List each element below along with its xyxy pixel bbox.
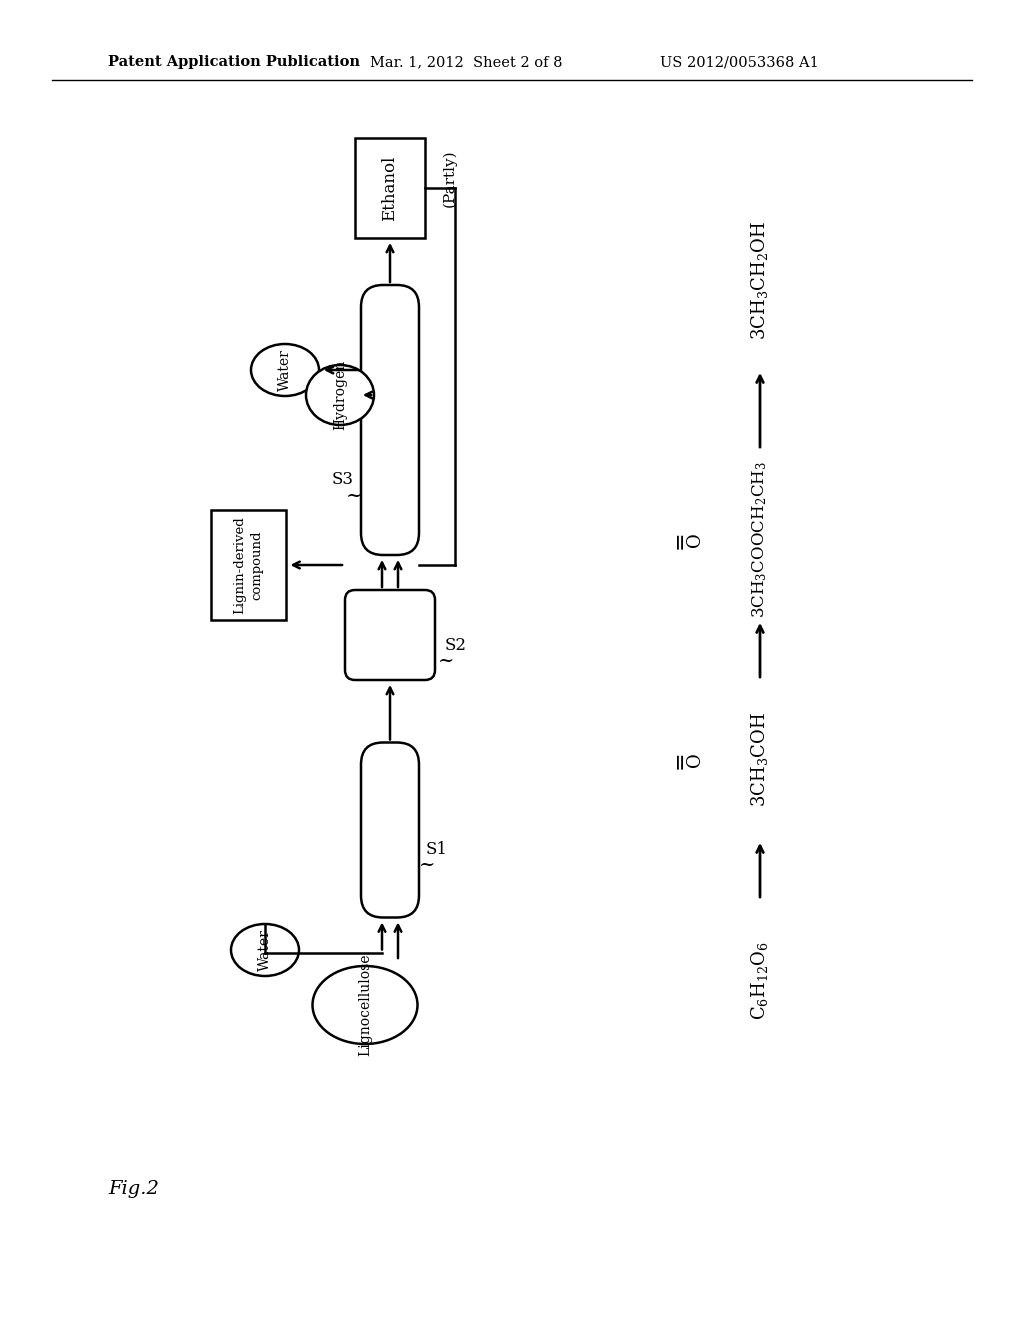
Text: =: = xyxy=(669,751,691,770)
Text: Lignin-derived
compound: Lignin-derived compound xyxy=(233,516,263,614)
Text: ~: ~ xyxy=(438,652,455,671)
Ellipse shape xyxy=(312,966,418,1044)
Text: S1: S1 xyxy=(426,842,449,858)
Text: Water: Water xyxy=(258,929,272,972)
Text: Hydrogen: Hydrogen xyxy=(333,360,347,430)
Text: Mar. 1, 2012  Sheet 2 of 8: Mar. 1, 2012 Sheet 2 of 8 xyxy=(370,55,562,69)
Text: $\mathregular{3CH_3COOCH_2CH_3}$: $\mathregular{3CH_3COOCH_2CH_3}$ xyxy=(751,462,769,619)
Text: O: O xyxy=(686,752,705,767)
Text: S3: S3 xyxy=(332,471,354,488)
Text: (Partly): (Partly) xyxy=(442,149,457,207)
Bar xyxy=(355,139,425,238)
FancyBboxPatch shape xyxy=(361,742,419,917)
Ellipse shape xyxy=(231,924,299,975)
Text: Fig.2: Fig.2 xyxy=(108,1180,159,1199)
FancyBboxPatch shape xyxy=(361,285,419,554)
Text: ~: ~ xyxy=(419,855,435,874)
Bar xyxy=(211,510,286,620)
Ellipse shape xyxy=(306,366,374,425)
Text: Patent Application Publication: Patent Application Publication xyxy=(108,55,360,69)
Text: O: O xyxy=(686,533,705,548)
Text: ~: ~ xyxy=(346,487,362,506)
Text: Lignocellulose: Lignocellulose xyxy=(358,954,372,1056)
Ellipse shape xyxy=(251,345,319,396)
Text: Ethanol: Ethanol xyxy=(382,156,398,220)
Text: S2: S2 xyxy=(445,636,467,653)
Text: $\mathregular{C_6H_{12}O_6}$: $\mathregular{C_6H_{12}O_6}$ xyxy=(750,940,770,1019)
Text: $\mathregular{3CH_3CH_2OH}$: $\mathregular{3CH_3CH_2OH}$ xyxy=(750,220,770,339)
Text: US 2012/0053368 A1: US 2012/0053368 A1 xyxy=(660,55,819,69)
FancyBboxPatch shape xyxy=(345,590,435,680)
Text: $\mathregular{3CH_3COH}$: $\mathregular{3CH_3COH}$ xyxy=(750,713,770,808)
Text: Water: Water xyxy=(278,348,292,391)
Text: =: = xyxy=(669,531,691,549)
